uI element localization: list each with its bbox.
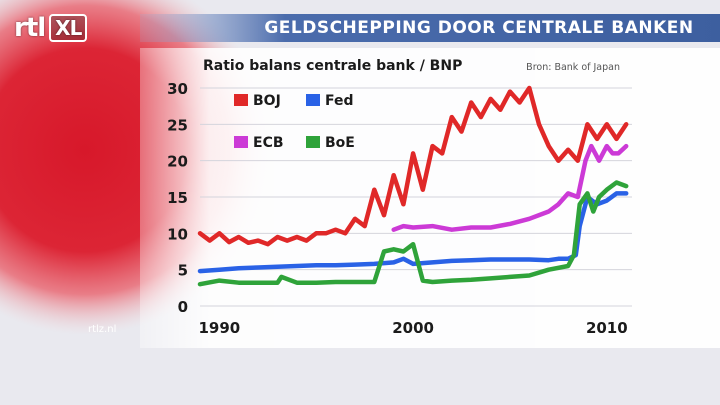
logo-xl: XL: [49, 14, 88, 42]
page-title: GELDSCHEPPING DOOR CENTRALE BANKEN: [264, 18, 694, 38]
legend-swatch-boj: [234, 94, 248, 106]
legend-swatch-fed: [306, 94, 320, 106]
legend-label-fed: Fed: [325, 93, 354, 109]
x-tick-label: 1990: [198, 319, 240, 337]
y-tick-label: 5: [178, 262, 188, 280]
y-tick-label: 30: [167, 80, 188, 98]
series-line-boe: [197, 180, 629, 287]
chart-source: Bron: Bank of Japan: [526, 62, 620, 73]
legend-swatch-ecb: [234, 136, 248, 148]
legend-label-ecb: ECB: [253, 135, 284, 151]
x-tick-label: 2010: [586, 319, 628, 337]
legend-label-boe: BoE: [325, 135, 355, 151]
legend-label-boj: BOJ: [253, 93, 281, 109]
x-tick-label: 2000: [392, 319, 434, 337]
series-line-fed: [197, 191, 629, 274]
y-tick-label: 0: [178, 298, 188, 316]
rtlxl-logo: rtl XL: [14, 12, 88, 44]
y-tick-label: 15: [167, 189, 188, 207]
y-tick-label: 25: [167, 116, 188, 134]
chart-title: Ratio balans centrale bank / BNP: [203, 58, 463, 74]
series-line-ecb: [391, 143, 629, 232]
y-tick-label: 10: [167, 225, 188, 243]
title-bar: GELDSCHEPPING DOOR CENTRALE BANKEN: [238, 14, 720, 42]
legend-swatch-boe: [306, 136, 320, 148]
logo-rtl: rtl: [14, 13, 46, 43]
site-label: rtlz.nl: [88, 324, 117, 335]
series-line-boj: [197, 85, 629, 247]
y-tick-label: 20: [167, 153, 188, 171]
